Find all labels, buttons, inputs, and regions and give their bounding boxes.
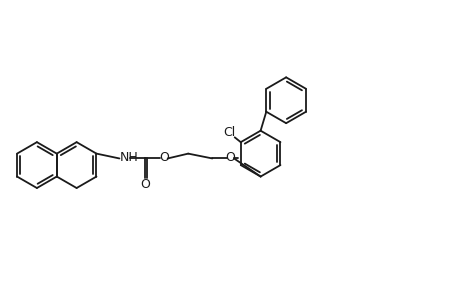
Text: O: O	[159, 151, 168, 164]
Text: O: O	[225, 151, 235, 164]
Text: NH: NH	[120, 151, 139, 164]
Text: O: O	[140, 178, 150, 191]
Text: Cl: Cl	[223, 126, 235, 139]
